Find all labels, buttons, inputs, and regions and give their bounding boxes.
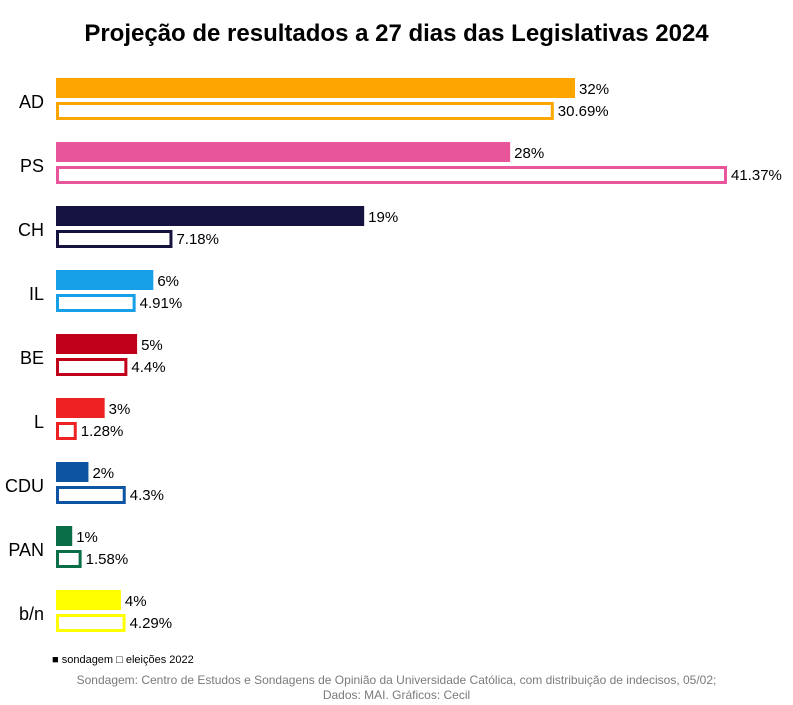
bar-sondagem-l [56, 398, 105, 418]
category-label-ad: AD [19, 92, 44, 112]
legend-outline-symbol: □ [116, 654, 123, 666]
value-label-sondagem-be: 5% [141, 337, 163, 354]
category-label-ch: CH [18, 220, 44, 240]
value-label-eleicoes-2022-pan: 1.58% [86, 551, 129, 568]
value-label-eleicoes-2022-b-n: 4.29% [130, 615, 173, 632]
legend-outline-label: eleições 2022 [125, 654, 194, 666]
category-label-l: L [34, 412, 44, 432]
bar-sondagem-be [56, 334, 138, 354]
value-label-eleicoes-2022-be: 4.4% [131, 359, 165, 376]
bar-eleicoes-2022-b-n [56, 614, 126, 632]
legend-filled-label: sondagem [61, 654, 114, 666]
bar-eleicoes-2022-il [56, 294, 136, 312]
value-label-sondagem-l: 3% [109, 401, 131, 418]
value-label-eleicoes-2022-ad: 30.69% [558, 103, 609, 120]
value-label-sondagem-ch: 19% [368, 209, 398, 226]
value-label-eleicoes-2022-cdu: 4.3% [130, 487, 164, 504]
value-label-eleicoes-2022-ps: 41.37% [731, 167, 782, 184]
bar-sondagem-ch [56, 206, 365, 226]
chart-title: Projeção de resultados a 27 dias das Leg… [84, 20, 709, 47]
value-label-sondagem-pan: 1% [76, 529, 98, 546]
category-label-b-n: b/n [19, 604, 44, 624]
category-label-ps: PS [20, 156, 44, 176]
value-label-sondagem-ps: 28% [514, 145, 544, 162]
value-label-sondagem-ad: 32% [579, 81, 609, 98]
bar-sondagem-il [56, 270, 154, 290]
bar-sondagem-cdu [56, 462, 89, 482]
bar-eleicoes-2022-pan [56, 550, 82, 568]
category-label-pan: PAN [8, 540, 44, 560]
source-line-1: Sondagem: Centro de Estudos e Sondagens … [76, 673, 717, 687]
bar-eleicoes-2022-ch [56, 230, 173, 248]
value-label-sondagem-il: 6% [157, 273, 179, 290]
bar-sondagem-ad [56, 78, 576, 98]
category-label-il: IL [29, 284, 44, 304]
bar-eleicoes-2022-ps [56, 166, 727, 184]
bar-eleicoes-2022-ad [56, 102, 554, 120]
category-label-cdu: CDU [5, 476, 44, 496]
chart-legend: ■ sondagem □ eleições 2022 [52, 654, 194, 666]
bar-sondagem-b-n [56, 590, 121, 610]
legend-filled-symbol: ■ [52, 654, 59, 666]
bar-eleicoes-2022-cdu [56, 486, 126, 504]
value-label-eleicoes-2022-l: 1.28% [81, 423, 124, 440]
value-label-eleicoes-2022-ch: 7.18% [176, 231, 219, 248]
chart-source-note: Sondagem: Centro de Estudos e Sondagens … [0, 673, 793, 703]
bar-sondagem-ps [56, 142, 511, 162]
source-line-2: Dados: MAI. Gráficos: Cecil [322, 688, 471, 702]
category-label-be: BE [20, 348, 44, 368]
value-label-eleicoes-2022-il: 4.91% [140, 295, 183, 312]
bar-chart: AD 32% 30.69% PS 28% 41.37% CH 19% 7.18% IL 6% 4.91… [5, 78, 782, 632]
bar-eleicoes-2022-l [56, 422, 77, 440]
value-label-sondagem-b-n: 4% [125, 593, 147, 610]
value-label-sondagem-cdu: 2% [92, 465, 114, 482]
bar-eleicoes-2022-be [56, 358, 128, 376]
bar-sondagem-pan [56, 526, 73, 546]
